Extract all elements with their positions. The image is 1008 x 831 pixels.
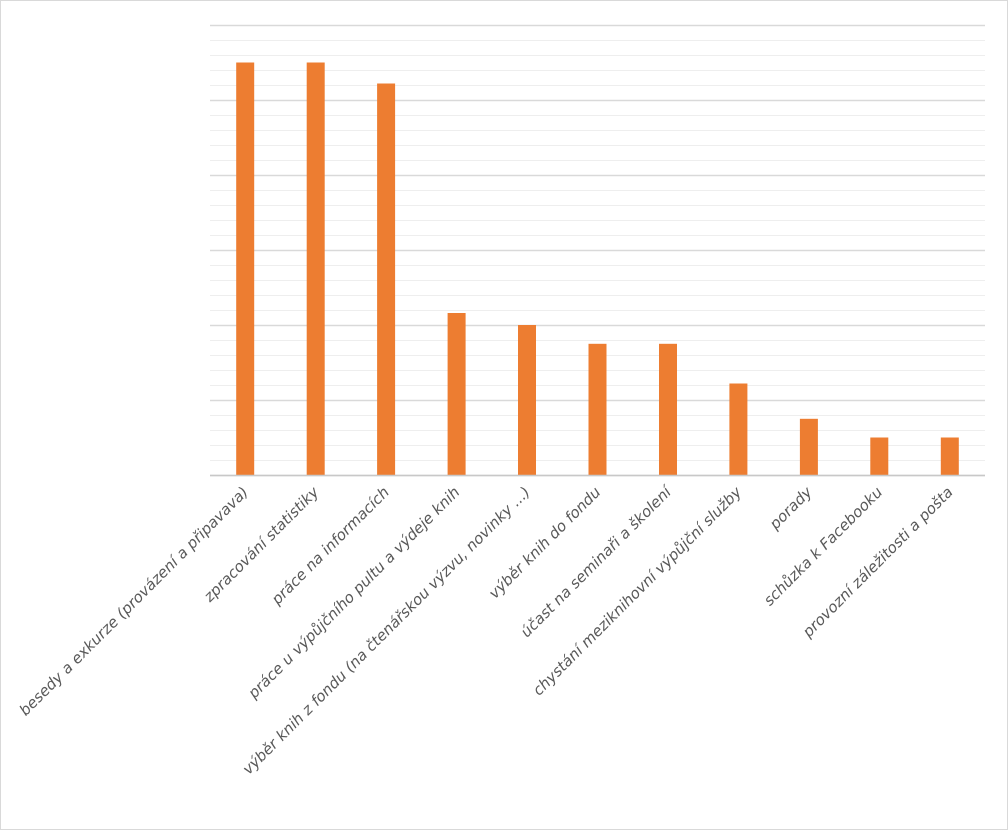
bar	[940, 437, 959, 475]
bar	[306, 62, 325, 475]
bar	[518, 325, 536, 475]
x-tick-label: účast na seminaři a školení	[517, 482, 676, 641]
x-tick-label: provozní záležitosti a pošta	[798, 483, 956, 641]
x-tick-label: zpracování statistiky	[199, 482, 323, 606]
x-tick-label: schůzka k Facebooku	[760, 483, 886, 609]
bar	[799, 418, 818, 476]
bar	[870, 437, 889, 475]
bar	[236, 62, 255, 475]
bar	[659, 343, 677, 476]
bar	[588, 343, 607, 476]
category-labels: besedy a exkurze (provázení a připavava)…	[16, 482, 957, 778]
bar	[377, 83, 396, 475]
x-tick-label: porady	[765, 482, 816, 533]
bar	[447, 313, 466, 475]
bar-series	[236, 62, 959, 476]
gridlines	[210, 24, 985, 477]
bar	[729, 383, 748, 475]
x-tick-label: práce na informacích	[267, 483, 393, 609]
